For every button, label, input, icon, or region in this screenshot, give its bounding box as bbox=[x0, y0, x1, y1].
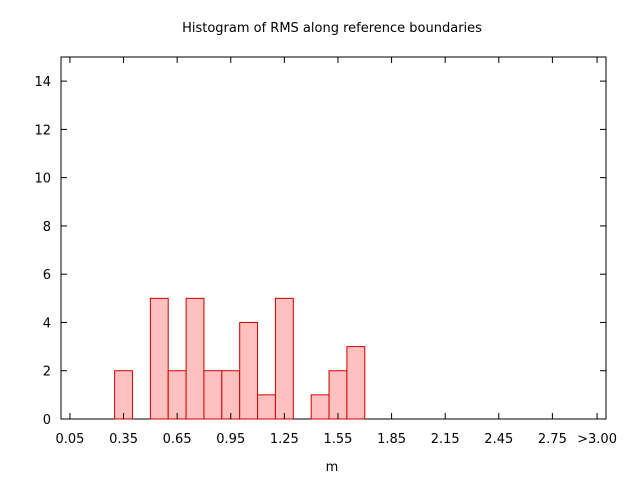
y-tick-label: 14 bbox=[34, 75, 51, 90]
y-tick-label: 0 bbox=[43, 413, 51, 428]
histogram-bar-8 bbox=[274, 297, 294, 420]
y-tick-label: 6 bbox=[43, 268, 51, 283]
x-tick-label: 0.65 bbox=[163, 432, 192, 447]
x-tick-label: 0.05 bbox=[55, 432, 84, 447]
plot-frame bbox=[60, 56, 607, 420]
x-tick-label: 2.15 bbox=[431, 432, 460, 447]
y-tick-label: 2 bbox=[43, 365, 51, 380]
y-axis: 0 2 4 6 8 10 12 14 bbox=[34, 75, 606, 428]
x-tick-label: 2.45 bbox=[484, 432, 513, 447]
x-tick-label: 1.25 bbox=[270, 432, 299, 447]
histogram-bar-7 bbox=[257, 394, 276, 420]
x-tick-label: >3.00 bbox=[577, 432, 617, 447]
x-tick-label: 1.85 bbox=[377, 432, 406, 447]
y-tick-label: 10 bbox=[34, 172, 51, 187]
chart-title: Histogram of RMS along reference boundar… bbox=[182, 21, 482, 36]
histogram-bar-4 bbox=[203, 370, 223, 420]
bars-group bbox=[114, 297, 366, 420]
histogram-bar-11 bbox=[346, 346, 366, 420]
histogram-bar-5 bbox=[221, 370, 241, 420]
y-tick-label: 8 bbox=[43, 220, 51, 235]
y-tick-label: 12 bbox=[34, 123, 51, 138]
x-axis: 0.05 0.35 0.65 0.95 1.25 1.55 1.85 2.15 2.45 2.75… bbox=[55, 57, 617, 447]
histogram-bar-3 bbox=[185, 297, 205, 420]
x-tick-label: 0.95 bbox=[216, 432, 245, 447]
histogram-bar-0 bbox=[114, 370, 133, 420]
x-tick-label: 0.35 bbox=[109, 432, 138, 447]
y-tick-label: 4 bbox=[43, 316, 51, 331]
histogram-bar-6 bbox=[239, 321, 259, 420]
histogram-bar-1 bbox=[149, 297, 169, 420]
histogram-bar-2 bbox=[167, 370, 187, 420]
histogram-bar-9 bbox=[310, 394, 330, 420]
histogram-bar-10 bbox=[328, 370, 348, 420]
x-tick-label: 1.55 bbox=[323, 432, 352, 447]
x-axis-label: m bbox=[326, 460, 339, 475]
x-tick-label: 2.75 bbox=[538, 432, 567, 447]
